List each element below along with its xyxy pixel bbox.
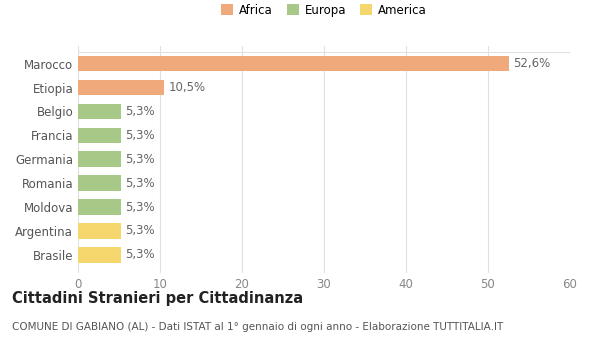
Text: 52,6%: 52,6%: [514, 57, 551, 70]
Bar: [78, 247, 121, 262]
Text: Cittadini Stranieri per Cittadinanza: Cittadini Stranieri per Cittadinanza: [12, 290, 303, 306]
Bar: [78, 127, 121, 143]
Bar: [78, 152, 121, 167]
Bar: [78, 104, 121, 119]
Text: 5,3%: 5,3%: [125, 129, 155, 142]
Bar: [78, 199, 121, 215]
Legend: Africa, Europa, America: Africa, Europa, America: [217, 0, 431, 21]
Text: 5,3%: 5,3%: [125, 153, 155, 166]
Text: COMUNE DI GABIANO (AL) - Dati ISTAT al 1° gennaio di ogni anno - Elaborazione TU: COMUNE DI GABIANO (AL) - Dati ISTAT al 1…: [12, 322, 503, 332]
Bar: [78, 223, 121, 239]
Bar: [78, 56, 509, 71]
Text: 10,5%: 10,5%: [168, 81, 205, 94]
Text: 5,3%: 5,3%: [125, 224, 155, 238]
Text: 5,3%: 5,3%: [125, 248, 155, 261]
Bar: [78, 80, 164, 95]
Bar: [78, 175, 121, 191]
Text: 5,3%: 5,3%: [125, 177, 155, 190]
Text: 5,3%: 5,3%: [125, 105, 155, 118]
Text: 5,3%: 5,3%: [125, 201, 155, 214]
